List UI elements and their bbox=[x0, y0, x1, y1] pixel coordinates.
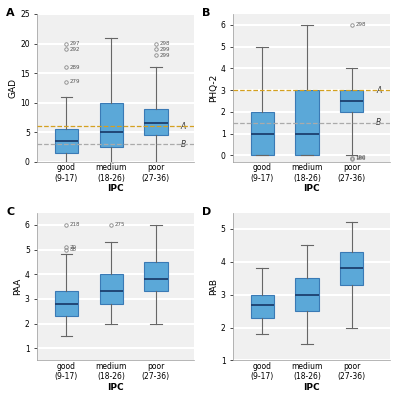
Text: 297: 297 bbox=[70, 41, 80, 46]
Text: 218: 218 bbox=[70, 222, 80, 227]
Text: A: A bbox=[6, 8, 15, 18]
Text: A: A bbox=[181, 122, 186, 131]
PathPatch shape bbox=[340, 252, 363, 285]
Text: 292: 292 bbox=[70, 47, 80, 52]
PathPatch shape bbox=[144, 262, 168, 292]
Y-axis label: PHQ-2: PHQ-2 bbox=[209, 74, 218, 102]
Text: 88: 88 bbox=[70, 247, 77, 252]
Text: B: B bbox=[181, 140, 186, 149]
X-axis label: IPC: IPC bbox=[303, 184, 320, 193]
Text: B: B bbox=[202, 8, 210, 18]
Text: 70: 70 bbox=[70, 244, 77, 250]
PathPatch shape bbox=[295, 278, 318, 311]
Text: 190: 190 bbox=[355, 155, 366, 160]
Y-axis label: PAB: PAB bbox=[209, 278, 218, 295]
Text: D: D bbox=[202, 207, 211, 217]
Y-axis label: PAA: PAA bbox=[13, 278, 22, 295]
PathPatch shape bbox=[55, 292, 78, 316]
PathPatch shape bbox=[55, 129, 78, 153]
Text: B: B bbox=[376, 118, 382, 127]
PathPatch shape bbox=[100, 103, 123, 147]
X-axis label: IPC: IPC bbox=[107, 383, 124, 392]
Text: 298: 298 bbox=[160, 41, 170, 46]
Text: 279: 279 bbox=[70, 80, 80, 84]
Text: A: A bbox=[376, 86, 382, 94]
PathPatch shape bbox=[100, 274, 123, 304]
Text: 299: 299 bbox=[160, 53, 170, 58]
PathPatch shape bbox=[295, 90, 318, 155]
PathPatch shape bbox=[340, 90, 363, 112]
PathPatch shape bbox=[251, 112, 274, 155]
Text: 275: 275 bbox=[115, 222, 125, 227]
X-axis label: IPC: IPC bbox=[303, 383, 320, 392]
Text: 298: 298 bbox=[355, 22, 366, 27]
PathPatch shape bbox=[144, 109, 168, 135]
PathPatch shape bbox=[251, 295, 274, 318]
X-axis label: IPC: IPC bbox=[107, 184, 124, 193]
Text: C: C bbox=[6, 207, 14, 217]
Y-axis label: GAD: GAD bbox=[8, 78, 18, 98]
Text: 166: 166 bbox=[355, 156, 366, 161]
Text: 289: 289 bbox=[70, 65, 80, 70]
Text: 299: 299 bbox=[160, 47, 170, 52]
